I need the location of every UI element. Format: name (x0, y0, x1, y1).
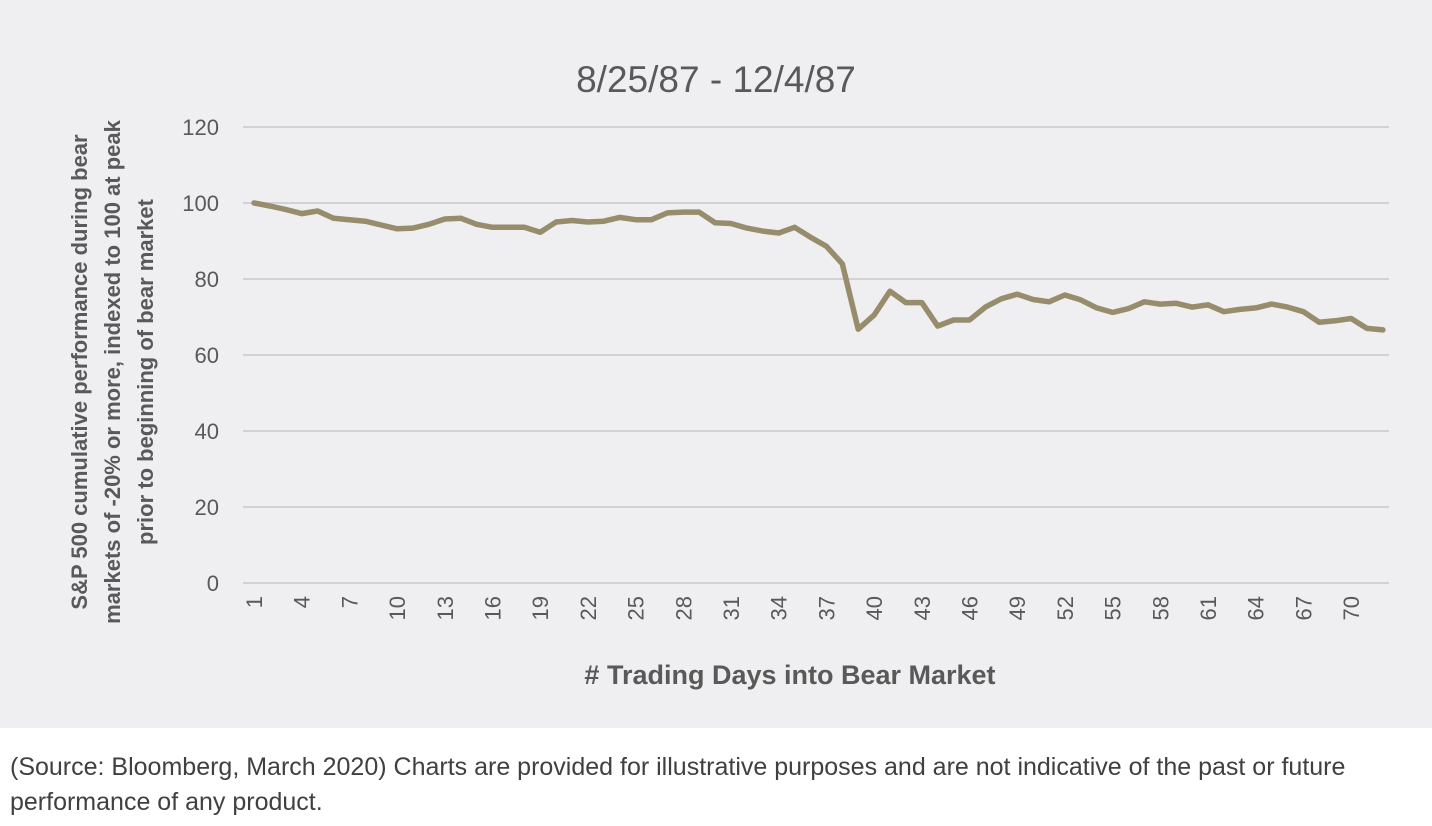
x-tick-label: 64 (1244, 596, 1269, 620)
x-axis-ticks: 1 4 7 10 13 16 19 22 25 28 31 34 37 40 43 46 49 52 55 58 61 6… (242, 596, 1364, 620)
series-line-0 (251, 200, 1386, 333)
y-axis-title-line: markets of -20% or more, indexed to 100 … (100, 119, 125, 624)
x-tick-label: 67 (1291, 596, 1316, 620)
y-tick-label: 100 (182, 191, 219, 216)
x-tick-label: 25 (624, 596, 649, 620)
x-tick-label: 58 (1148, 596, 1173, 620)
x-tick-label: 61 (1196, 596, 1221, 620)
x-tick-label: 49 (1005, 596, 1030, 620)
x-tick-label: 13 (433, 596, 458, 620)
chart-title: 8/25/87 - 12/4/87 (576, 59, 856, 100)
y-tick-label: 80 (195, 267, 219, 292)
gridlines (243, 126, 1389, 584)
x-tick-label: 1 (242, 596, 267, 608)
x-tick-label: 4 (290, 596, 315, 608)
x-tick-label: 22 (576, 596, 601, 620)
x-tick-label: 40 (862, 596, 887, 620)
series-layer (251, 200, 1386, 333)
x-tick-label: 34 (767, 596, 792, 620)
y-axis-title-line: prior to beginning of bear market (133, 198, 158, 545)
y-tick-label: 20 (195, 495, 219, 520)
x-tick-label: 70 (1339, 596, 1364, 620)
source-caption: (Source: Bloomberg, March 2020) Charts a… (10, 753, 1346, 816)
x-tick-label: 37 (814, 596, 839, 620)
x-tick-label: 55 (1101, 596, 1126, 620)
y-tick-label: 60 (195, 343, 219, 368)
x-tick-label: 43 (910, 596, 935, 620)
y-axis-title-line: S&P 500 cumulative performance during be… (67, 134, 92, 610)
x-tick-label: 16 (481, 596, 506, 620)
y-axis-ticks: 0 20 40 60 80 100 120 (182, 115, 219, 596)
x-tick-label: 7 (337, 596, 362, 608)
x-axis-title: # Trading Days into Bear Market (584, 660, 995, 690)
x-tick-label: 28 (671, 596, 696, 620)
x-tick-label: 52 (1053, 596, 1078, 620)
y-axis-title: S&P 500 cumulative performance during be… (67, 119, 158, 624)
x-tick-label: 10 (385, 596, 410, 620)
y-tick-label: 120 (182, 115, 219, 140)
y-tick-label: 0 (207, 571, 219, 596)
x-tick-label: 46 (958, 596, 983, 620)
x-tick-label: 19 (528, 596, 553, 620)
y-tick-label: 40 (195, 419, 219, 444)
chart-panel: 8/25/87 - 12/4/87 0 20 40 60 80 100 120 1 4 7 10 1… (0, 0, 1432, 728)
x-tick-label: 31 (719, 596, 744, 620)
